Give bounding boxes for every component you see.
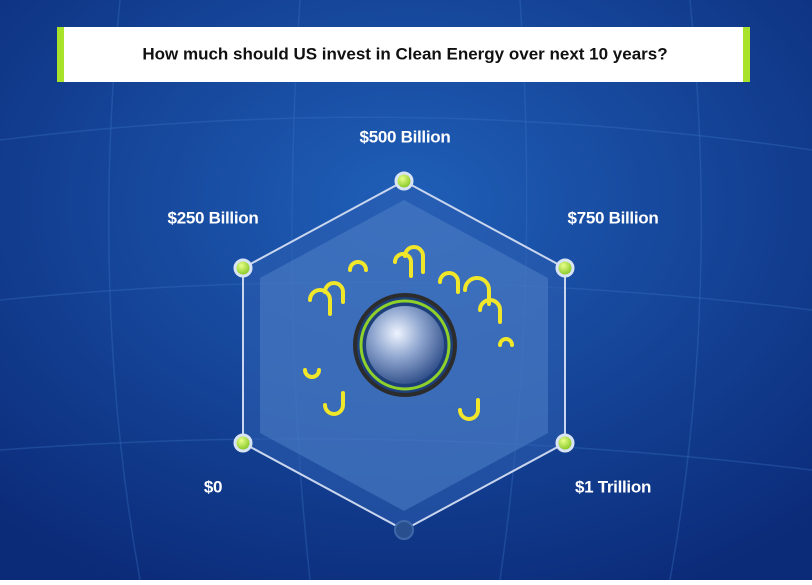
- question: How much should US invest in Clean Energ…: [142, 44, 667, 63]
- option-dot[interactable]: [555, 433, 575, 453]
- question-box: [57, 27, 750, 82]
- magnet-decorations: [303, 245, 514, 421]
- option-label[interactable]: $750 Billion: [568, 208, 659, 227]
- option-label[interactable]: $1 Trillion: [575, 477, 651, 496]
- question-accent-right: [743, 27, 750, 82]
- knob[interactable]: [366, 306, 444, 384]
- option-label[interactable]: $250 Billion: [168, 208, 259, 227]
- option-label[interactable]: $0: [204, 477, 223, 496]
- option-dot[interactable]: [233, 433, 253, 453]
- empty-slot: [394, 520, 414, 540]
- question-accent-left: [57, 27, 64, 82]
- option-dot[interactable]: [555, 258, 575, 278]
- knob-accent: [359, 299, 451, 391]
- option-label[interactable]: $500 Billion: [360, 127, 451, 146]
- option-dot[interactable]: [394, 171, 414, 191]
- option-dot[interactable]: [233, 258, 253, 278]
